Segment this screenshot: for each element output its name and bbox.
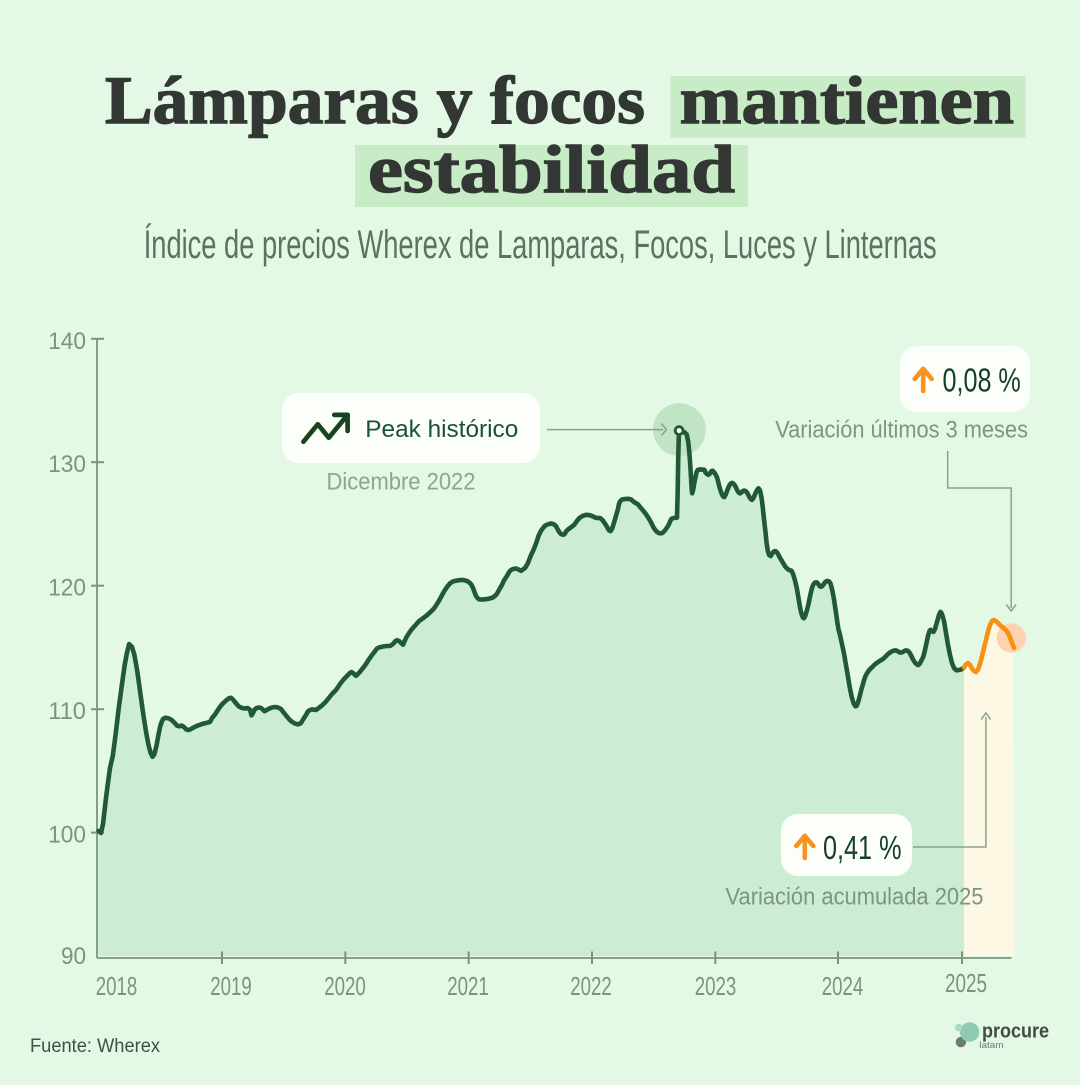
svg-text:0,08 %: 0,08 % <box>943 362 1021 399</box>
svg-text:Dicembre 2022: Dicembre 2022 <box>327 469 476 496</box>
svg-text:2020: 2020 <box>324 973 366 1001</box>
svg-text:2023: 2023 <box>695 973 737 1001</box>
svg-text:Variación últimos 3 meses: Variación últimos 3 meses <box>775 417 1028 444</box>
svg-text:Variación acumulada 2025: Variación acumulada 2025 <box>726 884 984 911</box>
svg-text:90: 90 <box>61 943 86 970</box>
svg-text:mantienen: mantienen <box>680 62 1014 138</box>
svg-text:Lámparas y focos: Lámparas y focos <box>105 62 645 138</box>
svg-text:2021: 2021 <box>447 973 489 1001</box>
svg-text:2019: 2019 <box>210 973 252 1001</box>
svg-text:2025: 2025 <box>945 970 987 998</box>
svg-text:procure: procure <box>982 1021 1049 1043</box>
svg-text:2018: 2018 <box>96 973 138 1001</box>
svg-text:2024: 2024 <box>822 973 864 1001</box>
svg-text:estabilidad: estabilidad <box>368 131 735 207</box>
svg-text:130: 130 <box>48 451 86 478</box>
svg-text:latam: latam <box>979 1040 1003 1051</box>
svg-text:Fuente: Wherex: Fuente: Wherex <box>30 1036 160 1057</box>
svg-text:2022: 2022 <box>570 973 612 1001</box>
svg-text:Peak histórico: Peak histórico <box>365 416 518 443</box>
svg-text:120: 120 <box>48 575 86 602</box>
svg-text:Índice de precios Wherex de La: Índice de precios Wherex de Lamparas, Fo… <box>144 222 937 267</box>
svg-text:140: 140 <box>48 328 86 355</box>
svg-text:100: 100 <box>48 822 86 849</box>
svg-text:0,41 %: 0,41 % <box>823 829 902 866</box>
svg-text:110: 110 <box>48 698 86 725</box>
